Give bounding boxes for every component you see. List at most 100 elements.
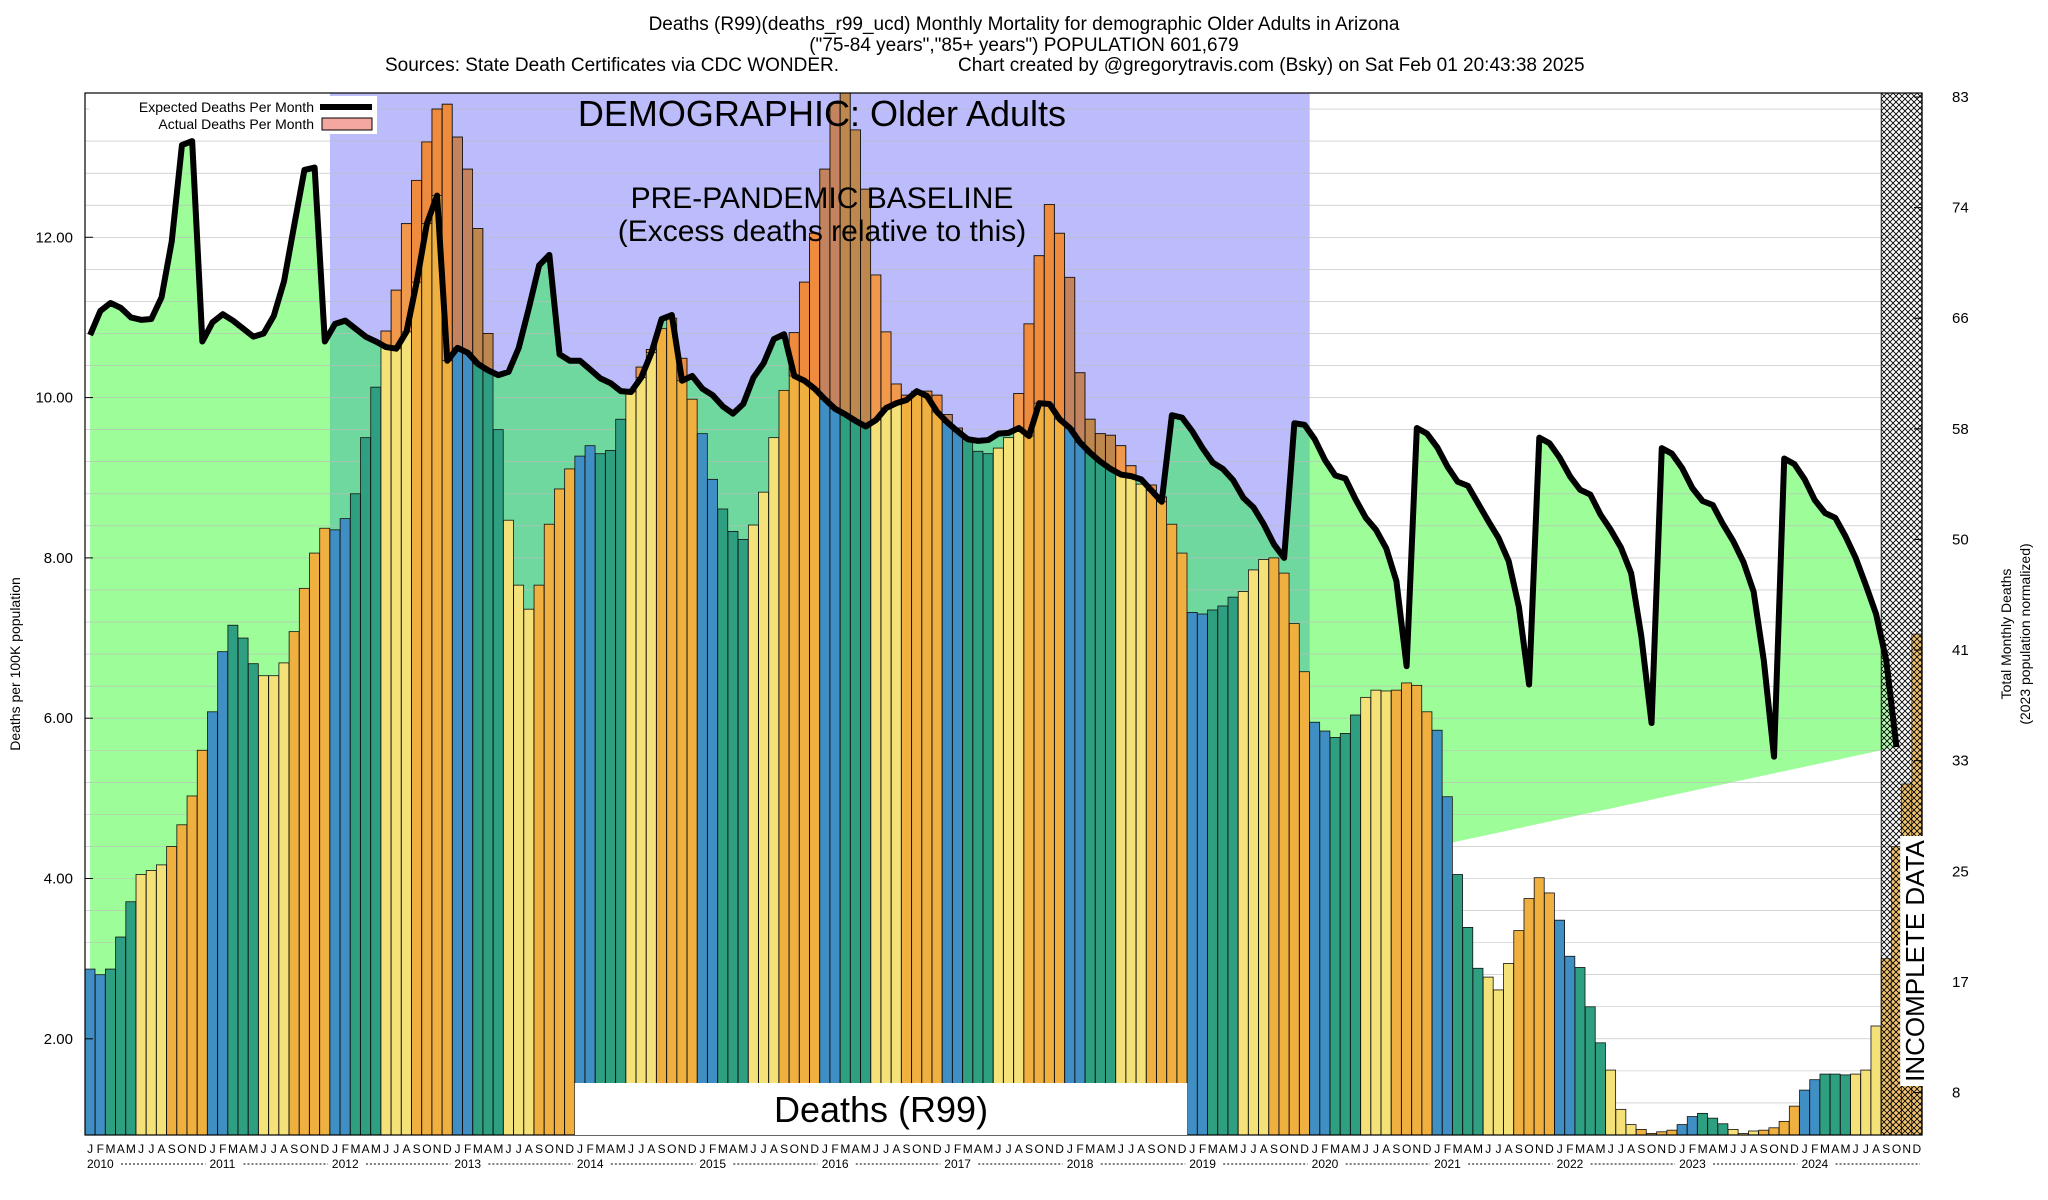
bar	[666, 317, 678, 1136]
excess-bar	[850, 129, 861, 422]
bar	[1697, 1112, 1708, 1136]
chart-title: Deaths (R99)(deaths_r99_ucd) Monthly Mor…	[648, 14, 1400, 35]
x-month-label: A	[1505, 1142, 1513, 1156]
bar	[1258, 559, 1270, 1136]
x-month-label: J	[1802, 1142, 1808, 1156]
x-month-label: M	[1453, 1142, 1463, 1156]
x-year-label: 2023	[1679, 1157, 1706, 1171]
bar	[1145, 484, 1157, 1136]
bar	[1390, 689, 1402, 1136]
x-month-label: A	[607, 1142, 615, 1156]
legend-label-expected: Expected Deaths Per Month	[139, 99, 314, 115]
bar	[1809, 1079, 1821, 1136]
x-month-label: S	[168, 1142, 176, 1156]
baseline-annotation-line1: PRE-PANDEMIC BASELINE	[631, 182, 1014, 215]
bar	[1635, 1128, 1647, 1136]
bar	[1248, 569, 1259, 1136]
x-month-label: F	[831, 1142, 838, 1156]
x-month-label: F	[1321, 1142, 1328, 1156]
bar	[1513, 930, 1525, 1136]
bar	[992, 447, 1004, 1136]
bar	[288, 631, 300, 1136]
excess-bar	[829, 103, 841, 410]
x-month-label: J	[761, 1142, 767, 1156]
bar	[523, 608, 535, 1136]
bar	[227, 624, 239, 1136]
x-month-label: J	[1067, 1142, 1073, 1156]
excess-bar	[880, 331, 892, 409]
bar	[982, 453, 994, 1136]
x-year-label: 2016	[822, 1157, 849, 1171]
bar	[258, 675, 269, 1136]
x-month-label: M	[963, 1142, 973, 1156]
x-month-label: J	[1557, 1142, 1563, 1156]
x-month-label: A	[892, 1142, 900, 1156]
bar	[1605, 1069, 1617, 1136]
bar	[1543, 892, 1555, 1136]
x-month-label: M	[1473, 1142, 1483, 1156]
x-month-label: S	[780, 1142, 788, 1156]
bar	[1768, 1127, 1780, 1136]
y2-axis-subtitle: (2023 population normalized)	[2017, 543, 2033, 724]
x-month-label: O	[1402, 1142, 1411, 1156]
x-month-label: A	[525, 1142, 533, 1156]
bar	[298, 587, 310, 1136]
bar	[380, 330, 392, 1136]
bar	[1799, 1089, 1810, 1136]
bar	[962, 438, 974, 1136]
bar	[1227, 596, 1239, 1136]
x-year-label: 2018	[1067, 1157, 1094, 1171]
bar	[278, 662, 290, 1136]
bar	[339, 518, 351, 1136]
bar	[1105, 434, 1116, 1136]
chart-sources: Sources: State Death Certificates via CD…	[385, 55, 840, 76]
x-month-label: J	[332, 1142, 338, 1156]
x-month-label: A	[158, 1142, 166, 1156]
x-month-label: N	[1902, 1142, 1911, 1156]
bar	[625, 389, 637, 1136]
bar	[196, 749, 208, 1136]
bar	[798, 281, 810, 1136]
x-month-label: M	[473, 1142, 483, 1156]
x-month-label: S	[1025, 1142, 1033, 1156]
x-month-label: D	[810, 1142, 819, 1156]
x-month-label: J	[1189, 1142, 1195, 1156]
x-month-label: J	[1495, 1142, 1501, 1156]
x-month-label: J	[393, 1142, 399, 1156]
x-month-label: A	[1709, 1142, 1717, 1156]
y-tick-label: 2.00	[44, 1031, 73, 1048]
chart-subtitle: ("75-84 years","85+ years") POPULATION 6…	[809, 35, 1239, 56]
bar	[1074, 372, 1086, 1136]
x-month-label: N	[800, 1142, 809, 1156]
x-month-label: J	[1434, 1142, 1440, 1156]
bar	[1278, 572, 1290, 1136]
bar	[84, 968, 96, 1136]
x-month-label: J	[261, 1142, 267, 1156]
x-month-label: M	[1208, 1142, 1218, 1156]
x-month-label: F	[1811, 1142, 1818, 1156]
bar	[176, 824, 188, 1136]
x-month-label: M	[616, 1142, 626, 1156]
x-month-label: S	[1637, 1142, 1645, 1156]
bar	[1156, 496, 1167, 1136]
bar	[237, 637, 249, 1136]
x-month-label: A	[729, 1142, 737, 1156]
excess-bar	[472, 228, 484, 365]
x-year-label: 2024	[1802, 1157, 1829, 1171]
bar	[1441, 796, 1453, 1136]
x-month-label: O	[177, 1142, 186, 1156]
x-month-label: A	[1750, 1142, 1758, 1156]
x-month-label: S	[1270, 1142, 1278, 1156]
x-month-label: A	[280, 1142, 288, 1156]
bar	[941, 414, 953, 1136]
excess-bar	[1033, 255, 1045, 404]
bar	[1288, 623, 1300, 1136]
bar	[421, 141, 433, 1136]
bar	[1350, 714, 1361, 1136]
x-month-label: J	[455, 1142, 461, 1156]
bar	[1084, 418, 1096, 1136]
incomplete-data-label: INCOMPLETE DATA	[1900, 839, 1930, 1081]
bar	[1268, 557, 1280, 1136]
x-month-label: N	[1290, 1142, 1299, 1156]
x-month-label: F	[97, 1142, 104, 1156]
